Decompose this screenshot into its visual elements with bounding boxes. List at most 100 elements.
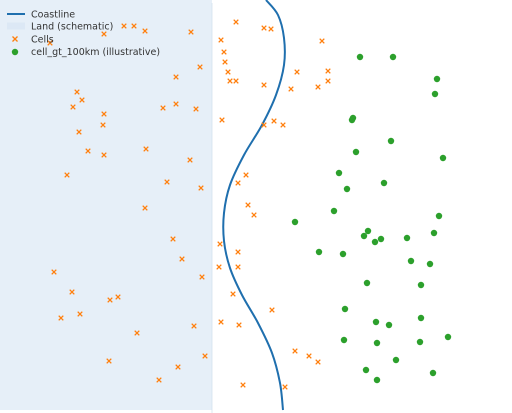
cell-marker	[240, 382, 246, 388]
cell-gt-100km-marker	[372, 318, 380, 326]
cell-marker	[164, 179, 170, 185]
cell-marker	[288, 86, 294, 92]
cell-marker	[222, 59, 228, 65]
cell-marker	[107, 297, 113, 303]
cell-gt-100km-marker	[335, 169, 343, 177]
coastline-line	[222, 0, 286, 411]
cell-gt-100km-marker	[291, 218, 299, 226]
cell-gt-100km-marker	[371, 238, 379, 246]
cell-marker	[245, 202, 251, 208]
cell-gt-100km-marker	[429, 369, 437, 377]
cells-series	[47, 19, 331, 390]
cell-marker	[156, 377, 162, 383]
cell-gt-100km-marker	[417, 281, 425, 289]
cell-marker	[306, 353, 312, 359]
cell-gt-100km-marker	[417, 314, 425, 322]
cell-marker	[101, 31, 107, 37]
cell-gt-100km-marker	[426, 260, 434, 268]
cell-marker	[199, 274, 205, 280]
cell-marker	[216, 264, 222, 270]
cell-marker	[315, 84, 321, 90]
cell-marker	[121, 23, 127, 29]
cell-marker	[219, 117, 225, 123]
cell-gt-100km-marker	[403, 234, 411, 242]
cell-marker	[47, 40, 53, 46]
cell-gt-100km-marker	[352, 148, 360, 156]
cell-marker	[230, 291, 236, 297]
cell-marker	[142, 205, 148, 211]
cell-marker	[175, 364, 181, 370]
cell-marker	[202, 353, 208, 359]
cell-marker	[218, 37, 224, 43]
cell-marker	[217, 241, 223, 247]
legend-land-patch	[7, 22, 25, 30]
cell-marker	[106, 358, 112, 364]
cell-gt-100km-marker	[416, 338, 424, 346]
cell-gt-100km-marker	[341, 305, 349, 313]
cell-marker	[191, 323, 197, 329]
cell-marker	[173, 74, 179, 80]
cell-gt-100km-marker	[407, 257, 415, 265]
cell-marker	[227, 78, 233, 84]
cell-marker	[294, 69, 300, 75]
cell-gt-100km-series	[291, 53, 452, 384]
cell-gt-100km-marker	[360, 232, 368, 240]
cell-marker	[269, 307, 275, 313]
cell-marker	[233, 19, 239, 25]
cell-gt-100km-marker	[340, 336, 348, 344]
cell-marker	[236, 322, 242, 328]
cell-marker	[221, 49, 227, 55]
cell-marker	[198, 185, 204, 191]
cell-marker	[173, 101, 179, 107]
legend-label-coastline: Coastline	[31, 10, 75, 21]
legend-label-cell-gt-100km: cell_gt_100km (illustrative)	[31, 47, 160, 58]
cell-marker	[79, 97, 85, 103]
cell-marker	[131, 23, 137, 29]
cell-marker	[100, 122, 106, 128]
cell-marker	[187, 157, 193, 163]
cell-marker	[193, 106, 199, 112]
cell-gt-100km-marker	[435, 212, 443, 220]
cell-marker	[85, 148, 91, 154]
cell-marker	[51, 269, 57, 275]
cell-marker	[319, 38, 325, 44]
cell-gt-100km-marker	[373, 376, 381, 384]
cell-gt-100km-marker	[343, 185, 351, 193]
cell-marker	[77, 311, 83, 317]
legend-cell-gt-100km-marker	[11, 48, 19, 56]
cell-marker	[170, 236, 176, 242]
cell-marker	[76, 129, 82, 135]
cell-gt-100km-marker	[444, 333, 452, 341]
cell-gt-100km-marker	[392, 356, 400, 364]
cell-marker	[282, 384, 288, 390]
cell-marker	[315, 359, 321, 365]
cell-marker	[143, 146, 149, 152]
cell-marker	[325, 78, 331, 84]
cell-gt-100km-marker	[433, 75, 441, 83]
cell-gt-100km-marker	[349, 114, 357, 122]
cell-marker	[218, 319, 224, 325]
cell-marker	[197, 64, 203, 70]
cell-gt-100km-marker	[377, 235, 385, 243]
legend-label-land: Land (schematic)	[31, 22, 113, 33]
cell-marker	[101, 111, 107, 117]
cell-marker	[261, 122, 267, 128]
cell-marker	[58, 315, 64, 321]
cell-marker	[179, 256, 185, 262]
cell-marker	[225, 69, 231, 75]
cell-marker	[69, 289, 75, 295]
cell-marker	[325, 68, 331, 74]
cell-gt-100km-marker	[364, 227, 372, 235]
cell-gt-100km-marker	[385, 321, 393, 329]
cell-gt-100km-marker	[380, 179, 388, 187]
cell-marker	[64, 172, 70, 178]
cell-marker	[261, 25, 267, 31]
cell-marker	[134, 330, 140, 336]
land-region	[0, 0, 212, 410]
legend-label-cells: Cells	[31, 35, 54, 46]
cell-marker	[235, 264, 241, 270]
cell-marker	[292, 348, 298, 354]
cell-gt-100km-marker	[431, 90, 439, 98]
cell-marker	[243, 172, 249, 178]
